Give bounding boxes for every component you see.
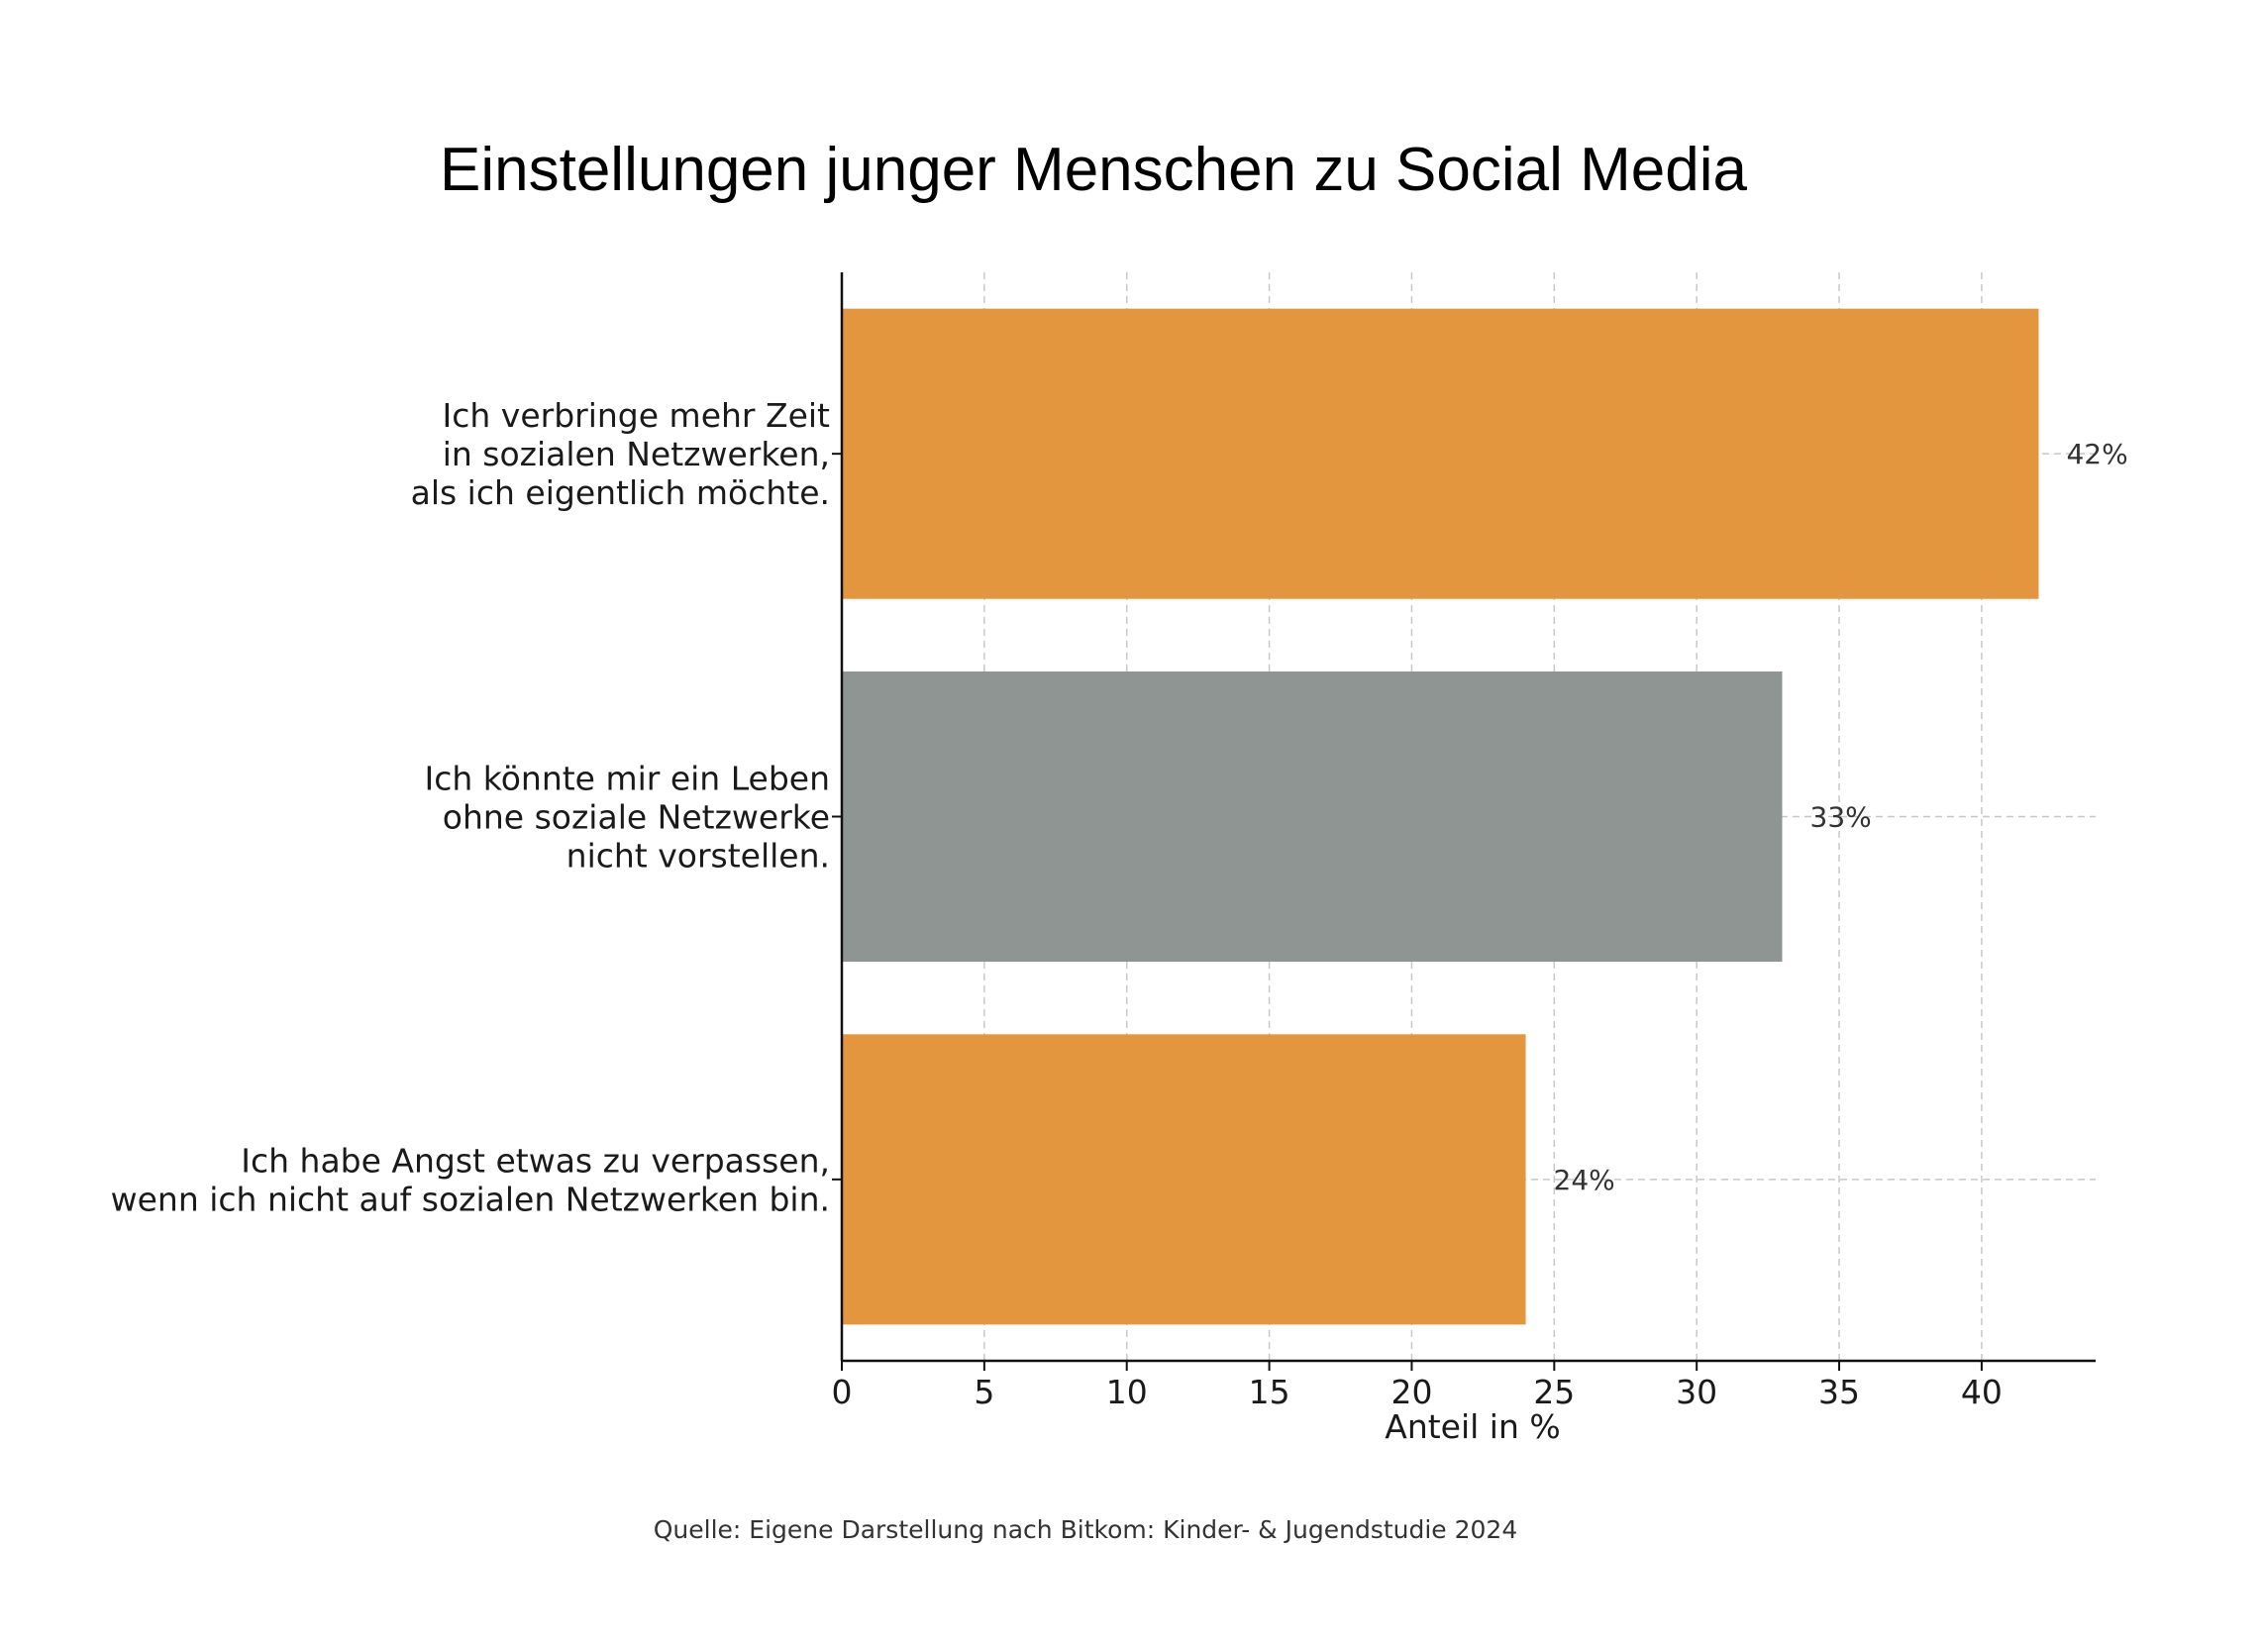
x-tick-label-5: 5 bbox=[974, 1373, 994, 1411]
bar-1 bbox=[842, 671, 1783, 963]
category-label-0-line-2: als ich eigentlich möchte. bbox=[411, 473, 830, 512]
bar-0 bbox=[842, 308, 2039, 599]
category-label-1-line-2: nicht vorstellen. bbox=[566, 837, 830, 876]
x-tick-label-30: 30 bbox=[1676, 1373, 1717, 1411]
category-label-2: Ich habe Angst etwas zu verpassen, wenn i… bbox=[111, 1141, 830, 1218]
chart-title: Einstellungen junger Menschen zu Social … bbox=[440, 136, 1748, 204]
x-tick-label-25: 25 bbox=[1533, 1373, 1575, 1411]
category-label-1-line-1: ohne soziale Netzwerke bbox=[443, 798, 830, 837]
x-tick-label-10: 10 bbox=[1106, 1373, 1148, 1411]
category-label-0: Ich verbringe mehr Zeit in sozialen Netzw… bbox=[411, 396, 830, 512]
category-label-1-line-0: Ich könnte mir ein Leben bbox=[425, 760, 831, 798]
value-label-0: 42% bbox=[2066, 438, 2127, 470]
axes-layer bbox=[832, 272, 2096, 1371]
bars-layer bbox=[842, 308, 2039, 1325]
x-tick-label-0: 0 bbox=[832, 1373, 853, 1411]
bar-2 bbox=[842, 1034, 1526, 1325]
category-label-1: Ich könnte mir ein Leben ohne soziale Net… bbox=[425, 760, 831, 876]
value-label-1: 33% bbox=[1810, 801, 1872, 834]
category-label-0-line-0: Ich verbringe mehr Zeit bbox=[443, 396, 831, 435]
category-label-0-line-1: in sozialen Netzwerken, bbox=[443, 435, 830, 473]
x-tick-label-15: 15 bbox=[1249, 1373, 1290, 1411]
x-tick-label-40: 40 bbox=[1961, 1373, 2003, 1411]
x-tick-label-35: 35 bbox=[1818, 1373, 1860, 1411]
x-tick-label-20: 20 bbox=[1390, 1373, 1432, 1411]
category-label-2-line-0: Ich habe Angst etwas zu verpassen, bbox=[241, 1141, 830, 1180]
value-label-2: 24% bbox=[1554, 1164, 1615, 1196]
x-axis-title: Anteil in % bbox=[1385, 1407, 1561, 1446]
labels-layer: 42% 33% 24% 0 5 10 15 20 25 30 35 40 Ich verbringe m… bbox=[111, 396, 2128, 1411]
category-label-2-line-1: wenn ich nicht auf sozialen Netzwerken b… bbox=[111, 1180, 830, 1218]
source-note: Quelle: Eigene Darstellung nach Bitkom: … bbox=[654, 1515, 1518, 1544]
